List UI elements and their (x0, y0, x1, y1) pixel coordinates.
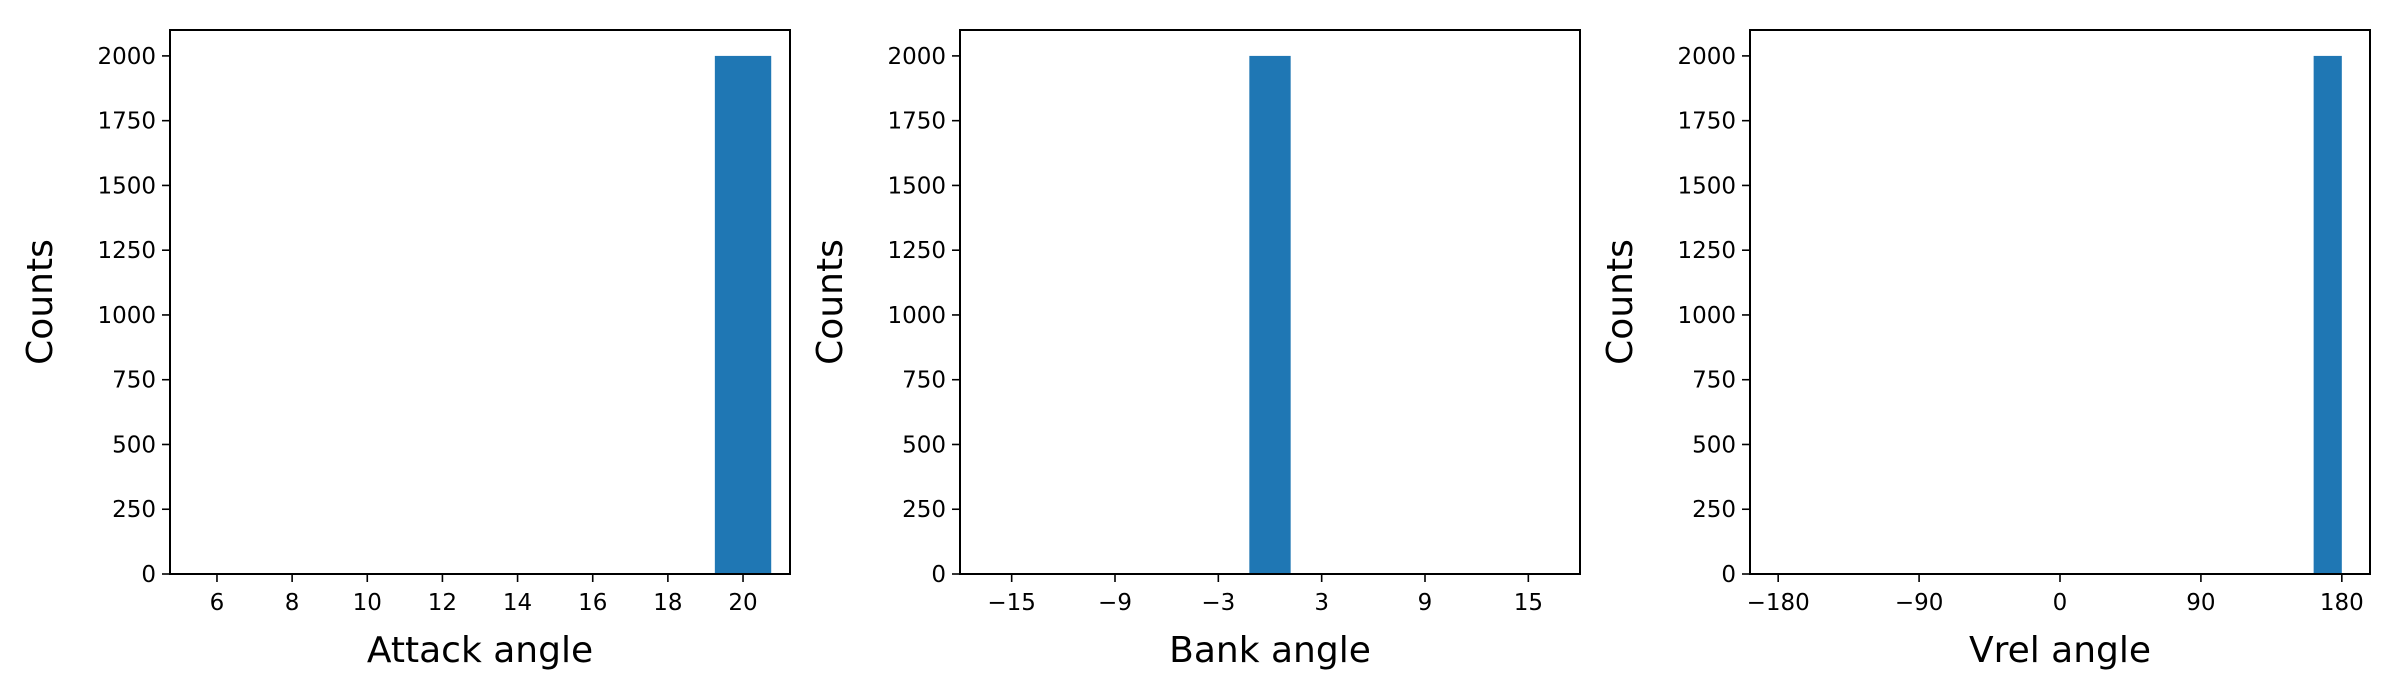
histogram-bar (2313, 55, 2342, 574)
chart-panel-1: 6 8 10 12 14 16 18 20 0 250 500 750 1000 1250 1500 1750… (20, 29, 791, 671)
y-tick-label: 750 (112, 368, 156, 394)
y-tick-label: 750 (902, 368, 946, 394)
y-tick-label: 750 (1692, 368, 1736, 394)
x-tick-label: 12 (428, 590, 457, 616)
histogram-bar (714, 55, 772, 574)
x-tick-label: 18 (653, 590, 682, 616)
y-tick-label: 1750 (1677, 109, 1736, 135)
x-tick-label: −180 (1747, 590, 1810, 616)
y-tick-label: 500 (902, 432, 946, 458)
x-tick-label: −3 (1201, 590, 1235, 616)
x-tick-label: 16 (578, 590, 607, 616)
x-tick-label: 15 (1514, 590, 1543, 616)
y-tick-label: 1500 (887, 173, 946, 199)
x-tick-label: −9 (1098, 590, 1132, 616)
x-tick-label: 9 (1418, 590, 1433, 616)
y-tick-label: 250 (1692, 497, 1736, 523)
y-tick-label: 500 (112, 432, 156, 458)
chart-panel-2: −15 −9 −3 3 9 15 0 250 500 750 1000 1250 1500 1750 200… (810, 29, 1581, 671)
y-tick-label: 2000 (887, 44, 946, 70)
y-axis-label: Counts (20, 239, 61, 365)
x-tick-label: 10 (353, 590, 382, 616)
x-tick-label: −90 (1895, 590, 1944, 616)
y-tick-label: 1250 (887, 238, 946, 264)
x-tick-label: 180 (2320, 590, 2364, 616)
y-tick-label: 1000 (97, 303, 156, 329)
y-axis-label: Counts (810, 239, 851, 365)
y-tick-label: 250 (902, 497, 946, 523)
y-tick-label: 1750 (887, 109, 946, 135)
y-tick-label: 250 (112, 497, 156, 523)
x-axis-label: Attack angle (367, 630, 593, 671)
plot-frame (1749, 29, 2371, 575)
y-tick-label: 500 (1692, 432, 1736, 458)
y-tick-label: 2000 (1677, 44, 1736, 70)
histogram-bar (1249, 55, 1291, 574)
x-tick-label: 6 (210, 590, 225, 616)
y-tick-label: 1000 (887, 303, 946, 329)
x-tick-label: 20 (728, 590, 757, 616)
x-tick-label: −15 (987, 590, 1036, 616)
y-tick-label: 1250 (97, 238, 156, 264)
y-tick-label: 1500 (1677, 173, 1736, 199)
x-tick-label: 8 (285, 590, 300, 616)
x-tick-label: 14 (503, 590, 532, 616)
y-tick-label: 1250 (1677, 238, 1736, 264)
y-tick-label: 0 (931, 562, 946, 588)
y-tick-label: 1750 (97, 109, 156, 135)
y-tick-label: 1000 (1677, 303, 1736, 329)
x-axis-label: Vrel angle (1969, 630, 2151, 671)
y-tick-label: 0 (1721, 562, 1736, 588)
plot-frame (959, 29, 1581, 575)
x-tick-label: 0 (2053, 590, 2068, 616)
x-tick-label: 3 (1314, 590, 1329, 616)
plot-frame (169, 29, 791, 575)
y-tick-label: 2000 (97, 44, 156, 70)
chart-panel-3: −180 −90 0 90 180 0 250 500 750 1000 1250 1500 1750 2… (1600, 29, 2371, 671)
x-tick-label: 90 (2186, 590, 2215, 616)
y-tick-label: 0 (141, 562, 156, 588)
y-axis-label: Counts (1600, 239, 1641, 365)
x-axis-label: Bank angle (1169, 630, 1371, 671)
y-tick-label: 1500 (97, 173, 156, 199)
